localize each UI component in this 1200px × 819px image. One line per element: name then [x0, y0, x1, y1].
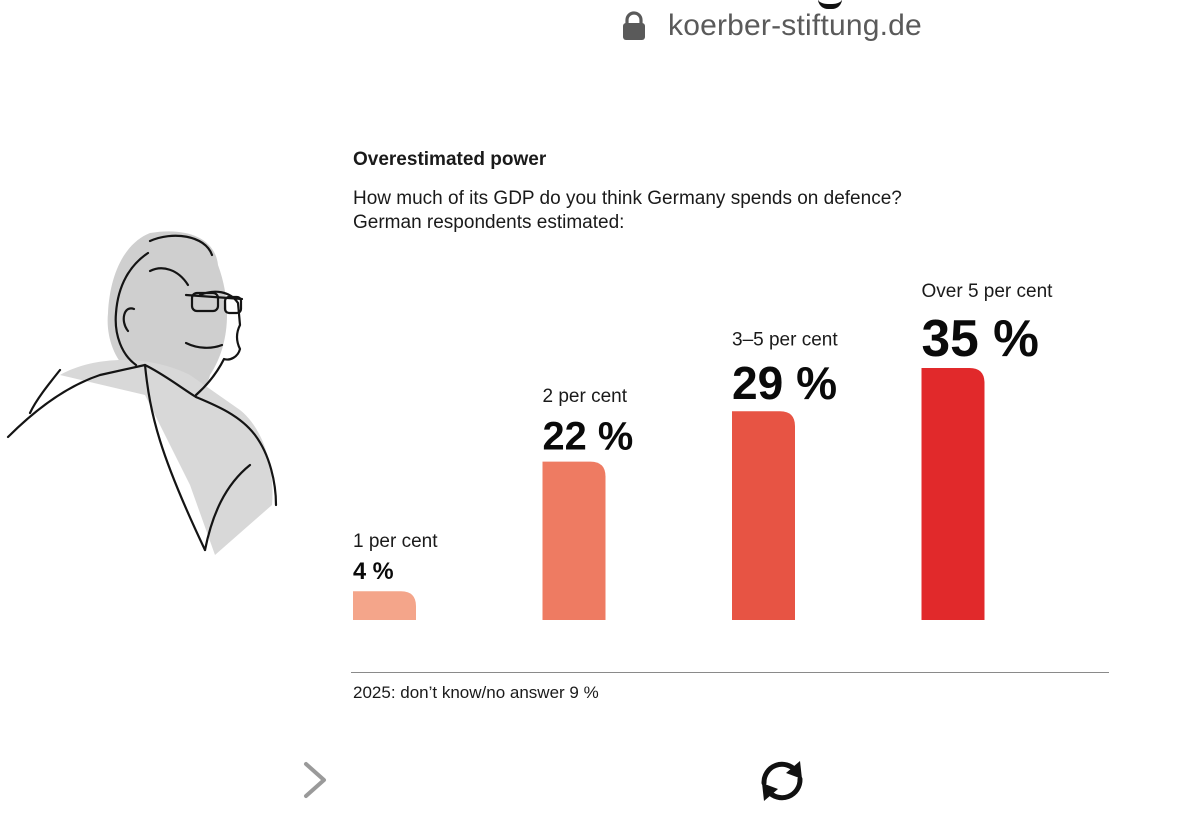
bar-3 — [732, 411, 795, 620]
chart-footnote: 2025: don’t know/no answer 9 % — [353, 683, 599, 702]
bar-category-label-3: 3–5 per cent — [732, 329, 838, 350]
bar-value-label-4: 35 % — [922, 309, 1039, 367]
bar-value-label-1: 4 % — [353, 559, 394, 585]
bar-category-label-2: 2 per cent — [543, 386, 628, 407]
bar-4 — [921, 368, 985, 620]
bar-category-label-1: 1 per cent — [353, 531, 438, 552]
bar-category-label-4: Over 5 per cent — [922, 281, 1054, 302]
bar-2 — [542, 461, 606, 620]
bar-value-label-3: 29 % — [732, 357, 837, 409]
url-text[interactable]: koerber-stiftung.de — [668, 9, 922, 42]
chevron-right-icon[interactable] — [298, 760, 332, 800]
bar-value-label-2: 22 % — [543, 415, 634, 459]
chart-subtitle-line-2: German respondents estimated: — [353, 212, 625, 233]
address-bar[interactable]: koerber-stiftung.de — [622, 6, 922, 46]
cropped-heading-fragment — [818, 0, 842, 9]
bar-1 — [353, 591, 416, 620]
chart-subtitle-line-1: How much of its GDP do you think Germany… — [353, 188, 902, 209]
portrait-illustration — [6, 231, 278, 555]
reload-icon[interactable] — [756, 757, 808, 805]
chart-subtitle: How much of its GDP do you think Germany… — [353, 187, 1073, 235]
chart-baseline — [351, 672, 1109, 673]
lock-icon — [623, 11, 645, 40]
chart-title: Overestimated power — [353, 149, 547, 170]
